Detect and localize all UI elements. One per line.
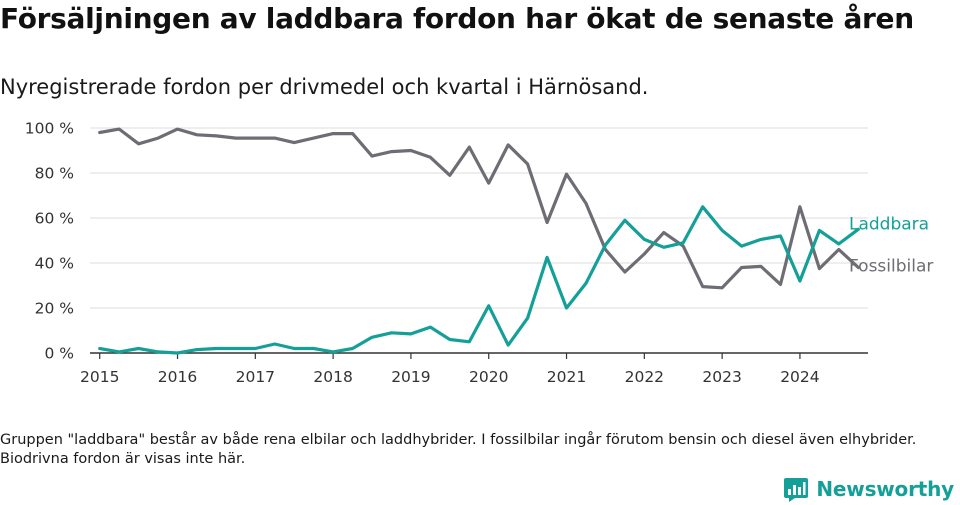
x-tick-label: 2017 bbox=[236, 368, 275, 386]
x-tick-label: 2022 bbox=[625, 368, 664, 386]
series-line-laddbara bbox=[98, 205, 860, 355]
gridlines bbox=[90, 127, 868, 354]
y-tick-label: 20 % bbox=[35, 300, 74, 318]
series-lines bbox=[98, 127, 860, 355]
y-tick-label: 60 % bbox=[35, 210, 74, 228]
y-tick-label: 0 % bbox=[44, 345, 74, 363]
x-tick-label: 2018 bbox=[313, 368, 352, 386]
bar-chart-logo-icon bbox=[784, 478, 809, 502]
brand-logo: Newsworthy bbox=[783, 474, 954, 504]
y-tick-label: 40 % bbox=[35, 255, 74, 273]
x-tick-label: 2015 bbox=[80, 368, 119, 386]
series-line-fossilbilar bbox=[98, 127, 860, 290]
x-tick-label: 2019 bbox=[391, 368, 430, 386]
y-tick-label: 80 % bbox=[35, 165, 74, 183]
chart-title: Försäljningen av laddbara fordon har öka… bbox=[0, 2, 914, 35]
x-axis-ticks: 2015 2016 2017 2018 2019 2020 2021 2022 2023 2024 bbox=[80, 353, 820, 386]
footnote: Gruppen "laddbara" består av både rena e… bbox=[0, 432, 917, 467]
y-axis-ticks: 0 % 20 % 40 % 60 % 80 % 100 % bbox=[25, 120, 74, 363]
x-tick-label: 2021 bbox=[547, 368, 586, 386]
x-tick-label: 2020 bbox=[469, 368, 508, 386]
chart-subtitle: Nyregistrerade fordon per drivmedel och … bbox=[0, 75, 649, 99]
series-label-laddbara: Laddbara bbox=[849, 214, 929, 234]
series-label-fossilbilar: Fossilbilar bbox=[849, 257, 933, 277]
series-labels: Laddbara Fossilbilar bbox=[849, 214, 933, 276]
brand-name: Newsworthy bbox=[816, 477, 954, 501]
x-tick-label: 2024 bbox=[780, 368, 819, 386]
x-tick-label: 2023 bbox=[702, 368, 741, 386]
x-tick-label: 2016 bbox=[158, 368, 197, 386]
y-tick-label: 100 % bbox=[25, 120, 74, 138]
